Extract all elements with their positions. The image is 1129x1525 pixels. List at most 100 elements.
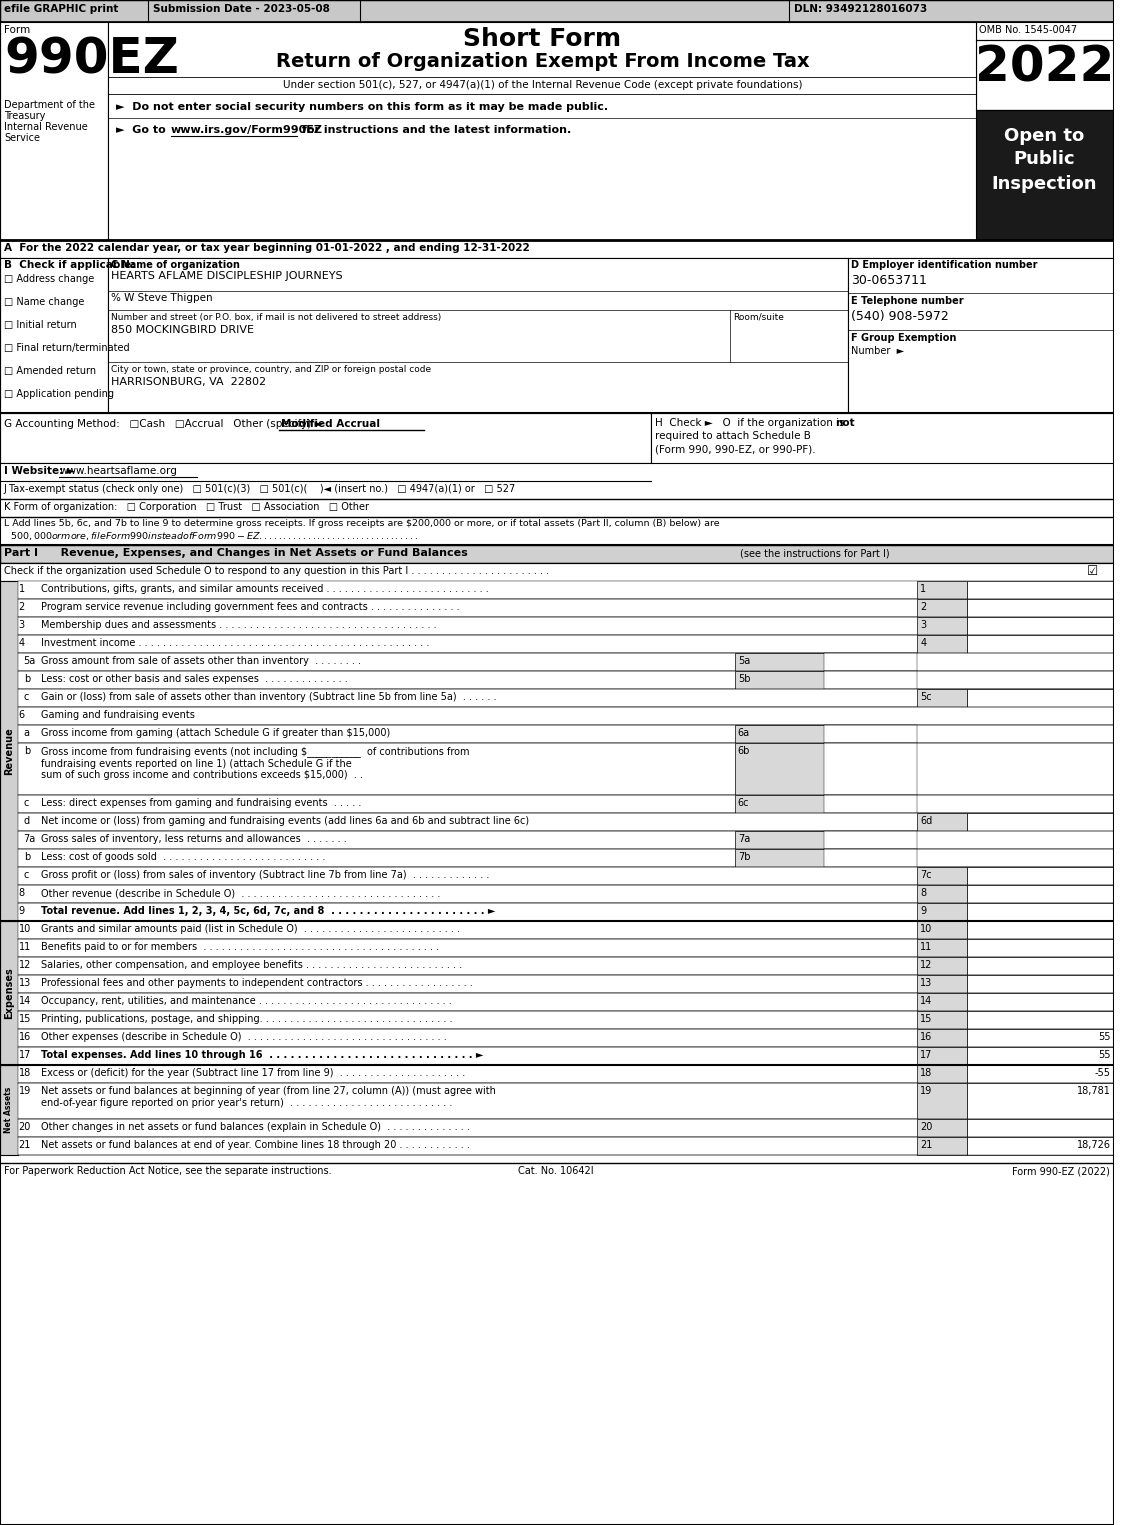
Text: a: a xyxy=(24,727,29,738)
Bar xyxy=(917,993,966,1011)
Text: Gross amount from sale of assets other than inventory  . . . . . . . .: Gross amount from sale of assets other t… xyxy=(42,656,361,666)
Text: 4: 4 xyxy=(920,637,927,648)
Bar xyxy=(917,689,966,708)
Text: b: b xyxy=(24,852,30,862)
Bar xyxy=(977,110,1113,239)
Bar xyxy=(823,724,917,743)
Bar xyxy=(18,708,1113,724)
Bar xyxy=(18,1029,1113,1048)
Text: Total revenue. Add lines 1, 2, 3, 4, 5c, 6d, 7c, and 8  . . . . . . . . . . . . : Total revenue. Add lines 1, 2, 3, 4, 5c,… xyxy=(42,906,496,917)
Bar xyxy=(18,884,1113,903)
Text: Gross sales of inventory, less returns and allowances  . . . . . . .: Gross sales of inventory, less returns a… xyxy=(42,834,348,843)
Text: 7a: 7a xyxy=(737,834,750,843)
Text: $500,000 or more, file Form 990 instead of Form 990-EZ . . . . . . . . . . . . .: $500,000 or more, file Form 990 instead … xyxy=(3,531,419,541)
Bar xyxy=(917,884,966,903)
Bar xyxy=(966,813,1113,831)
Text: Gross income from fundraising events (not including $___________  of contributio: Gross income from fundraising events (no… xyxy=(42,746,470,781)
Bar xyxy=(917,1119,966,1138)
Bar xyxy=(917,1064,966,1083)
Text: 8: 8 xyxy=(19,888,25,898)
Text: 14: 14 xyxy=(920,996,933,1006)
Text: Revenue, Expenses, and Changes in Net Assets or Fund Balances: Revenue, Expenses, and Changes in Net As… xyxy=(50,547,469,558)
Text: Investment income . . . . . . . . . . . . . . . . . . . . . . . . . . . . . . . : Investment income . . . . . . . . . . . … xyxy=(42,637,430,648)
Bar xyxy=(917,958,966,974)
Text: Return of Organization Exempt From Income Tax: Return of Organization Exempt From Incom… xyxy=(275,52,809,72)
Text: www.heartsaflame.org: www.heartsaflame.org xyxy=(59,467,177,476)
Text: Benefits paid to or for members  . . . . . . . . . . . . . . . . . . . . . . . .: Benefits paid to or for members . . . . … xyxy=(42,942,439,952)
Text: Less: cost or other basis and sales expenses  . . . . . . . . . . . . . .: Less: cost or other basis and sales expe… xyxy=(42,674,348,685)
Text: 21: 21 xyxy=(19,1141,32,1150)
Bar xyxy=(966,1011,1113,1029)
Bar xyxy=(18,581,1113,599)
Bar xyxy=(735,653,823,671)
Text: Professional fees and other payments to independent contractors . . . . . . . . : Professional fees and other payments to … xyxy=(42,978,473,988)
Text: □ Amended return: □ Amended return xyxy=(3,366,96,377)
Text: Net Assets: Net Assets xyxy=(5,1087,14,1133)
Bar xyxy=(917,1138,966,1154)
Bar xyxy=(917,921,966,939)
Text: Other revenue (describe in Schedule O)  . . . . . . . . . . . . . . . . . . . . : Other revenue (describe in Schedule O) .… xyxy=(42,888,440,898)
Text: Expenses: Expenses xyxy=(3,967,14,1019)
Text: 2022: 2022 xyxy=(974,44,1114,92)
Bar xyxy=(966,903,1113,921)
Text: Room/suite: Room/suite xyxy=(733,313,784,322)
Text: □ Address change: □ Address change xyxy=(3,274,94,284)
Text: 21: 21 xyxy=(920,1141,933,1150)
Text: 990EZ: 990EZ xyxy=(3,35,178,82)
Text: Inspection: Inspection xyxy=(991,175,1097,194)
Bar xyxy=(18,795,1113,813)
Text: Net assets or fund balances at end of year. Combine lines 18 through 20 . . . . : Net assets or fund balances at end of ye… xyxy=(42,1141,471,1150)
Text: Number and street (or P.O. box, if mail is not delivered to street address): Number and street (or P.O. box, if mail … xyxy=(112,313,441,322)
Bar xyxy=(917,903,966,921)
Bar xyxy=(823,743,917,795)
Text: Form 990-EZ (2022): Form 990-EZ (2022) xyxy=(1012,1167,1110,1176)
Text: 11: 11 xyxy=(19,942,30,952)
Text: 13: 13 xyxy=(920,978,933,988)
Text: 17: 17 xyxy=(920,1051,933,1060)
Bar xyxy=(917,1029,966,1048)
Bar xyxy=(823,849,917,868)
Bar xyxy=(917,813,966,831)
Text: OMB No. 1545-0047: OMB No. 1545-0047 xyxy=(980,24,1077,35)
Text: Total expenses. Add lines 10 through 16  . . . . . . . . . . . . . . . . . . . .: Total expenses. Add lines 10 through 16 … xyxy=(42,1051,484,1060)
Text: Cat. No. 10642I: Cat. No. 10642I xyxy=(518,1167,594,1176)
Bar xyxy=(18,1048,1113,1064)
Bar xyxy=(18,921,1113,939)
Text: 5a: 5a xyxy=(24,656,36,666)
Bar xyxy=(0,464,651,480)
Text: F Group Exemption: F Group Exemption xyxy=(851,332,956,343)
Bar xyxy=(0,499,1113,517)
Bar xyxy=(0,258,108,413)
Bar xyxy=(917,868,966,884)
Text: Public: Public xyxy=(1014,149,1075,168)
Bar xyxy=(18,831,1113,849)
Text: efile GRAPHIC print: efile GRAPHIC print xyxy=(3,5,119,14)
Text: 6b: 6b xyxy=(737,746,750,756)
Bar xyxy=(917,634,966,653)
Text: 17: 17 xyxy=(19,1051,32,1060)
Bar xyxy=(966,599,1113,618)
Text: c: c xyxy=(24,692,29,702)
Bar xyxy=(735,849,823,868)
Text: 16: 16 xyxy=(920,1032,933,1042)
Bar xyxy=(18,939,1113,958)
Text: c: c xyxy=(24,869,29,880)
Bar xyxy=(966,1064,1113,1083)
Text: www.irs.gov/Form990EZ: www.irs.gov/Form990EZ xyxy=(170,125,323,136)
Text: ☑: ☑ xyxy=(1087,564,1099,578)
Text: 12: 12 xyxy=(19,961,32,970)
Text: HEARTS AFLAME DISCIPLESHIP JOURNEYS: HEARTS AFLAME DISCIPLESHIP JOURNEYS xyxy=(112,271,343,281)
Text: Service: Service xyxy=(3,133,40,143)
Text: Salaries, other compensation, and employee benefits . . . . . . . . . . . . . . : Salaries, other compensation, and employ… xyxy=(42,961,463,970)
Bar xyxy=(0,21,1113,239)
Bar xyxy=(18,653,1113,671)
Bar xyxy=(823,653,917,671)
Bar xyxy=(823,831,917,849)
Bar xyxy=(917,939,966,958)
Bar xyxy=(823,795,917,813)
Text: 6d: 6d xyxy=(920,816,933,827)
Bar xyxy=(18,1064,1113,1083)
Text: (see the instructions for Part I): (see the instructions for Part I) xyxy=(739,547,890,558)
Bar xyxy=(917,974,966,993)
Bar xyxy=(0,517,1113,544)
